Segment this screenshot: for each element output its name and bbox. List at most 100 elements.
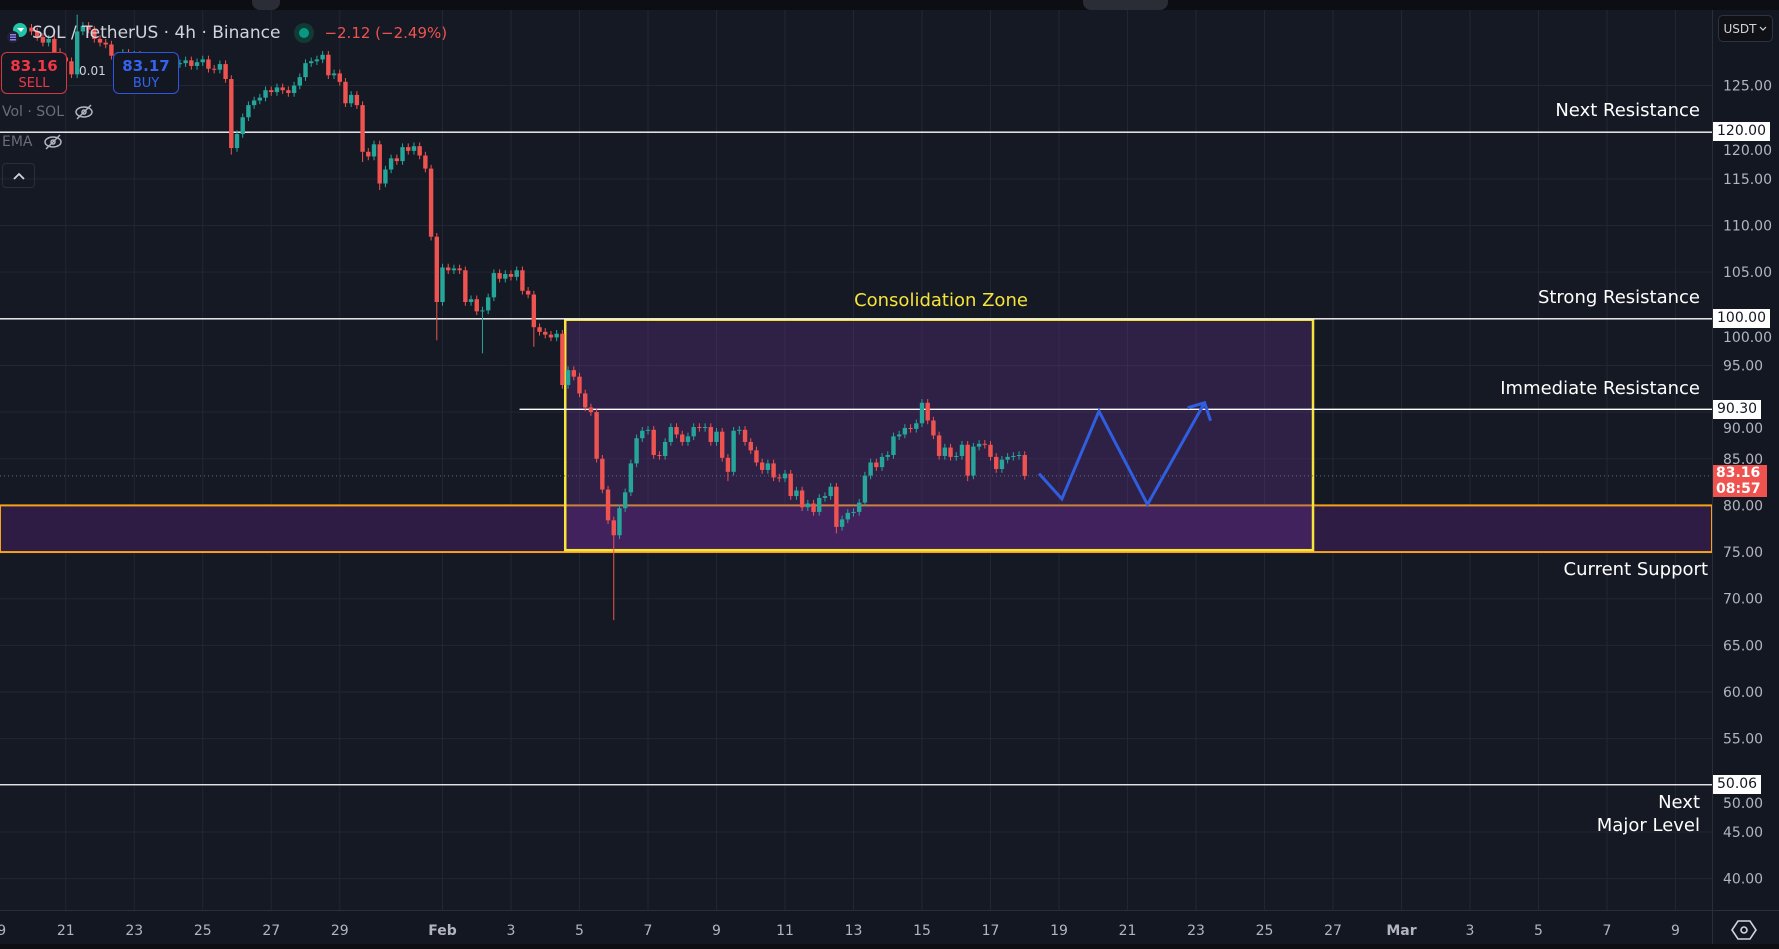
buy-button[interactable]: 83.17 BUY — [113, 52, 179, 94]
candle-body — [194, 62, 200, 66]
candle-body — [662, 441, 668, 456]
candle-body — [874, 462, 879, 468]
candle-body — [269, 90, 274, 93]
candle-body — [754, 450, 759, 463]
candle-body — [360, 105, 365, 152]
candle-body — [674, 427, 679, 435]
label-next-major-level-line1: Next — [1658, 792, 1700, 813]
price-tag-100[interactable]: 100.00 — [1713, 309, 1770, 328]
collapse-indicators-button[interactable] — [2, 163, 35, 188]
candle-body — [988, 444, 993, 457]
sell-button[interactable]: 83.16 SELL — [1, 52, 67, 94]
candle-body — [451, 268, 457, 271]
candle-body — [69, 61, 74, 75]
time-tick-label: 17 — [982, 923, 1000, 939]
price-tag-50-06[interactable]: 50.06 — [1713, 775, 1762, 794]
candle-body — [474, 299, 479, 312]
time-tick-label: 9 — [1671, 923, 1680, 939]
candle-body — [320, 54, 325, 60]
candle-body — [388, 158, 394, 170]
candle-body — [919, 402, 925, 424]
candle-body — [1016, 455, 1022, 457]
currency-dropdown[interactable]: USDT — [1718, 15, 1773, 42]
candle-body — [263, 90, 268, 98]
candle-body — [834, 486, 839, 527]
price-tick-label: 115.00 — [1723, 172, 1772, 188]
chevron-up-icon — [12, 172, 25, 180]
candle-body — [417, 146, 422, 156]
support-zone[interactable] — [0, 504, 1713, 554]
candle-body — [40, 37, 46, 43]
candle-body — [446, 267, 451, 271]
time-tick-label: 19 — [1050, 923, 1068, 939]
candle-body — [708, 427, 713, 442]
candle-body — [406, 147, 411, 151]
candle-body — [685, 436, 691, 442]
sell-price: 83.16 — [10, 57, 58, 75]
symbol-title[interactable]: SOL / TetherUS · 4h · Binance — [32, 23, 281, 43]
candle-body — [246, 105, 251, 118]
candle-body — [286, 90, 291, 94]
top-tab-handle[interactable] — [252, 0, 280, 10]
top-tab-handle[interactable] — [1083, 0, 1168, 10]
candle-body — [337, 73, 342, 82]
candle-body — [503, 274, 508, 279]
eye-off-icon[interactable] — [74, 104, 94, 120]
bar-countdown: 08:57 — [1716, 481, 1761, 497]
candle-body — [857, 502, 862, 512]
candle-body — [914, 423, 919, 429]
candle-body — [925, 402, 930, 421]
projection-path[interactable] — [1037, 402, 1206, 508]
candle-body — [377, 144, 382, 184]
time-tick-label: 3 — [1466, 923, 1475, 939]
candle-body — [822, 496, 828, 498]
candle-body — [52, 38, 57, 52]
candle-body — [109, 44, 114, 56]
price-tick-label: 80.00 — [1723, 498, 1763, 514]
candle-body — [851, 511, 856, 513]
indicator-volume[interactable]: Vol · SOL — [2, 104, 94, 120]
candle-body — [565, 370, 571, 386]
label-next-major-level-line2: Major Level — [1596, 815, 1700, 836]
settings-icon[interactable] — [1730, 918, 1758, 942]
candle-body — [936, 435, 942, 456]
current-price-tag: 83.16 08:57 — [1713, 465, 1767, 497]
time-tick-label: 25 — [194, 923, 212, 939]
time-tick-label: 21 — [1119, 923, 1137, 939]
candle-body — [731, 430, 736, 472]
candle-body — [982, 443, 987, 445]
candle-body — [788, 473, 793, 497]
price-tick-label: 90.00 — [1723, 421, 1763, 437]
candle-body — [468, 299, 474, 303]
time-axis[interactable] — [0, 910, 1779, 949]
candle-body — [257, 97, 263, 101]
candle-body — [491, 273, 497, 298]
price-tick-label: 85.00 — [1723, 452, 1763, 468]
price-tick-label: 60.00 — [1723, 685, 1763, 701]
candle-body — [1022, 455, 1027, 476]
candle-body — [291, 85, 297, 94]
candle-body — [971, 446, 976, 476]
candle-body — [457, 268, 462, 271]
candle-body — [994, 456, 999, 470]
candle-body — [463, 270, 468, 303]
eye-off-icon[interactable] — [43, 134, 63, 150]
candle-body — [942, 447, 948, 456]
indicator-ema[interactable]: EMA — [2, 134, 63, 150]
label-immediate-resistance: Immediate Resistance — [1500, 378, 1700, 399]
candle-body — [583, 393, 588, 408]
candle-body — [240, 117, 245, 135]
price-tag-90-30[interactable]: 90.30 — [1713, 400, 1762, 419]
indicator-ema-label: EMA — [2, 134, 33, 150]
candle-body — [211, 68, 217, 70]
price-tag-120[interactable]: 120.00 — [1713, 122, 1770, 141]
candle-body — [314, 59, 320, 62]
currency-label: USDT — [1723, 21, 1757, 36]
buy-price: 83.17 — [122, 57, 170, 75]
candle-body — [1011, 455, 1016, 457]
candle-body — [206, 59, 211, 69]
candle-body — [371, 144, 377, 157]
candle-body — [737, 429, 742, 431]
candle-body — [428, 168, 434, 237]
